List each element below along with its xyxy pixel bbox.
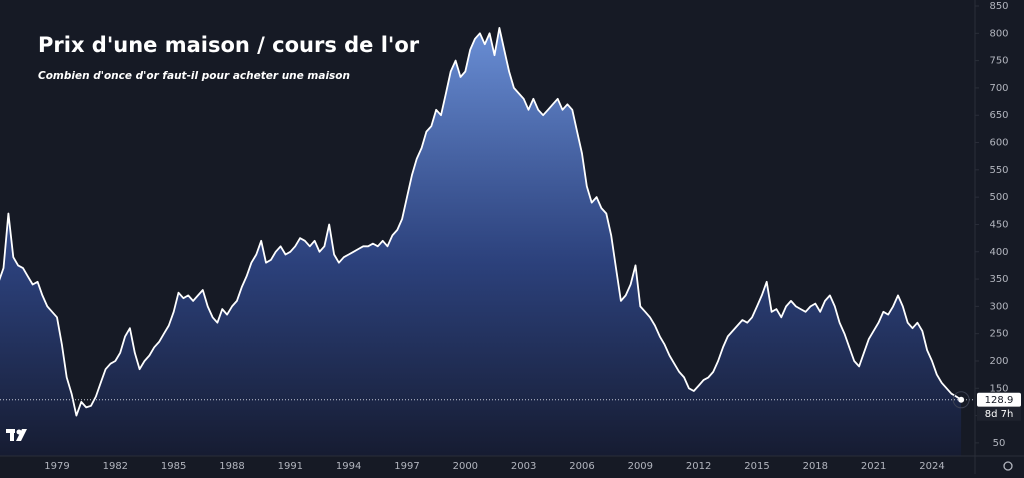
y-tick-label: 750 (989, 56, 1008, 67)
chart-title: Prix d'une maison / cours de l'or (38, 33, 420, 57)
countdown-box (977, 406, 1021, 421)
y-tick-label: 200 (989, 356, 1008, 367)
line (0, 27, 962, 417)
x-tick-label: 1988 (219, 461, 244, 472)
x-tick-label: 2009 (628, 461, 653, 472)
plot-area (0, 27, 975, 456)
y-tick-label: 400 (989, 247, 1008, 258)
last-value-box (977, 392, 1021, 407)
chart-subtitle: Combien d'once d'or faut-il pour acheter… (38, 70, 350, 82)
y-tick-label: 50 (993, 438, 1006, 449)
y-tick-label: 500 (989, 192, 1008, 203)
x-tick-label: 2015 (744, 461, 769, 472)
x-tick-label: 1985 (161, 461, 186, 472)
x-tick-label: 1979 (44, 461, 69, 472)
y-tick-label: 350 (989, 274, 1008, 285)
y-tick-label: 850 (989, 1, 1008, 12)
y-tick-label: 700 (989, 83, 1008, 94)
x-tick-label: 2000 (453, 461, 478, 472)
y-tick-label: 550 (989, 165, 1008, 176)
x-tick-label: 2021 (861, 461, 886, 472)
y-tick-label: 450 (989, 219, 1008, 230)
last-value-label: 128.9 (985, 395, 1014, 406)
x-tick-label: 1982 (103, 461, 128, 472)
y-tick-label: 800 (989, 28, 1008, 39)
y-tick-label: 150 (989, 383, 1008, 394)
y-tick-label: 300 (989, 301, 1008, 312)
x-tick-label: 1997 (394, 461, 419, 472)
x-tick-label: 2018 (803, 461, 828, 472)
y-tick-label: 600 (989, 138, 1008, 149)
last-point (958, 396, 965, 403)
logo (6, 429, 27, 441)
last-point-halo (952, 391, 970, 409)
x-tick-label: 2006 (569, 461, 594, 472)
x-tick-label: 2024 (919, 461, 944, 472)
y-tick-label: 650 (989, 110, 1008, 121)
x-tick-label: 2012 (686, 461, 711, 472)
settings-icon[interactable] (1003, 461, 1013, 471)
x-tick-label: 2003 (511, 461, 536, 472)
y-tick-label: 250 (989, 329, 1008, 340)
countdown-label: 8d 7h (985, 409, 1014, 420)
x-tick-label: 1991 (278, 461, 303, 472)
x-tick-label: 1994 (336, 461, 361, 472)
area (0, 27, 962, 456)
